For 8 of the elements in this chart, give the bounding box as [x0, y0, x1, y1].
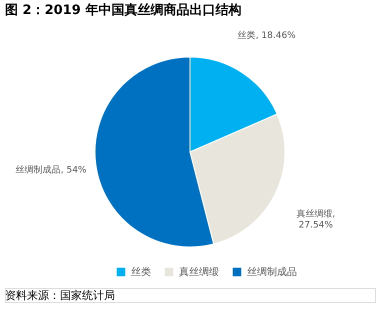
data-label: 丝类, 18.46%	[238, 30, 296, 41]
chart-title: 图 2：2019 年中国真丝绸商品出口结构	[5, 2, 242, 18]
legend-label: 丝绸制成品	[247, 266, 297, 278]
data-label: 丝绸制成品, 54%	[16, 164, 87, 176]
data-label: 真丝绸缎, 27.54%	[296, 208, 336, 230]
legend-label: 真丝绸缎	[179, 266, 219, 278]
text: 资料来源：国家统计局	[5, 289, 115, 302]
legend-label: 丝类	[131, 266, 151, 278]
